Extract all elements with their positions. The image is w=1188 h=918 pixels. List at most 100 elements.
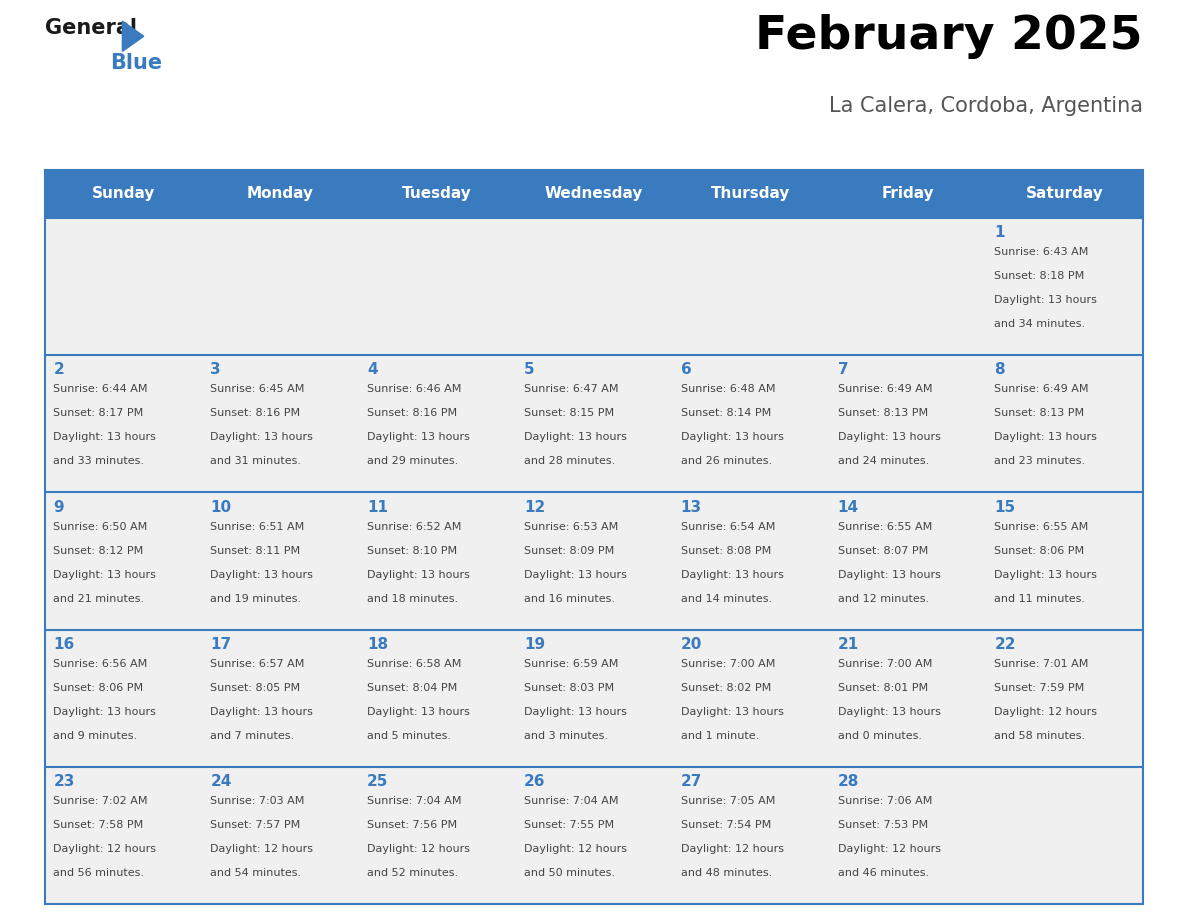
Text: Sunrise: 7:03 AM: Sunrise: 7:03 AM	[210, 796, 304, 806]
Bar	[202, 355, 359, 492]
Text: Sunset: 8:08 PM: Sunset: 8:08 PM	[681, 545, 771, 555]
Text: 14: 14	[838, 499, 859, 515]
Text: 10: 10	[210, 499, 232, 515]
Text: Saturday: Saturday	[1025, 186, 1104, 201]
Text: Sunset: 8:16 PM: Sunset: 8:16 PM	[210, 409, 301, 419]
Text: Sunrise: 6:54 AM: Sunrise: 6:54 AM	[681, 521, 775, 532]
Bar	[672, 630, 829, 767]
Text: Daylight: 13 hours: Daylight: 13 hours	[210, 432, 314, 442]
Text: Sunrise: 6:58 AM: Sunrise: 6:58 AM	[367, 659, 461, 669]
Text: Sunset: 8:14 PM: Sunset: 8:14 PM	[681, 409, 771, 419]
Text: 22: 22	[994, 637, 1016, 652]
Text: and 23 minutes.: and 23 minutes.	[994, 456, 1086, 466]
Text: 6: 6	[681, 363, 691, 377]
Text: and 26 minutes.: and 26 minutes.	[681, 456, 772, 466]
Text: Sunrise: 6:43 AM: Sunrise: 6:43 AM	[994, 247, 1088, 257]
Text: 23: 23	[53, 774, 75, 789]
Text: Sunrise: 6:46 AM: Sunrise: 6:46 AM	[367, 385, 461, 394]
Text: Sunset: 8:05 PM: Sunset: 8:05 PM	[210, 683, 301, 693]
Text: Sunset: 7:58 PM: Sunset: 7:58 PM	[53, 821, 144, 830]
Text: and 21 minutes.: and 21 minutes.	[53, 594, 145, 604]
Text: and 58 minutes.: and 58 minutes.	[994, 731, 1086, 741]
Text: Daylight: 13 hours: Daylight: 13 hours	[838, 707, 941, 717]
Text: Sunrise: 6:57 AM: Sunrise: 6:57 AM	[210, 659, 304, 669]
Text: Daylight: 13 hours: Daylight: 13 hours	[210, 707, 314, 717]
Text: and 1 minute.: and 1 minute.	[681, 731, 759, 741]
Bar	[359, 767, 516, 904]
Text: Sunset: 8:07 PM: Sunset: 8:07 PM	[838, 545, 928, 555]
Text: Sunset: 7:57 PM: Sunset: 7:57 PM	[210, 821, 301, 830]
Text: 4: 4	[367, 363, 378, 377]
Bar	[516, 767, 672, 904]
Bar	[829, 630, 986, 767]
Text: Sunrise: 6:59 AM: Sunrise: 6:59 AM	[524, 659, 618, 669]
Text: Sunset: 7:59 PM: Sunset: 7:59 PM	[994, 683, 1085, 693]
Text: Sunset: 8:01 PM: Sunset: 8:01 PM	[838, 683, 928, 693]
Bar	[516, 355, 672, 492]
Text: 17: 17	[210, 637, 232, 652]
Text: Sunrise: 6:49 AM: Sunrise: 6:49 AM	[838, 385, 933, 394]
Bar	[202, 767, 359, 904]
Text: Daylight: 13 hours: Daylight: 13 hours	[524, 707, 627, 717]
Text: Sunset: 7:53 PM: Sunset: 7:53 PM	[838, 821, 928, 830]
Bar	[986, 767, 1143, 904]
Text: Daylight: 13 hours: Daylight: 13 hours	[53, 707, 157, 717]
Bar	[672, 355, 829, 492]
Text: Sunrise: 7:00 AM: Sunrise: 7:00 AM	[838, 659, 931, 669]
Text: Sunrise: 6:53 AM: Sunrise: 6:53 AM	[524, 521, 618, 532]
Text: and 0 minutes.: and 0 minutes.	[838, 731, 922, 741]
Text: Sunrise: 7:01 AM: Sunrise: 7:01 AM	[994, 659, 1088, 669]
Bar	[45, 170, 1143, 218]
Text: Sunrise: 6:44 AM: Sunrise: 6:44 AM	[53, 385, 148, 394]
Text: February 2025: February 2025	[756, 14, 1143, 59]
Bar	[986, 492, 1143, 630]
Text: Sunrise: 7:06 AM: Sunrise: 7:06 AM	[838, 796, 931, 806]
Text: Sunset: 8:02 PM: Sunset: 8:02 PM	[681, 683, 771, 693]
Text: Sunrise: 6:47 AM: Sunrise: 6:47 AM	[524, 385, 619, 394]
Text: Daylight: 13 hours: Daylight: 13 hours	[367, 432, 470, 442]
Bar	[359, 630, 516, 767]
Text: and 31 minutes.: and 31 minutes.	[210, 456, 302, 466]
Text: 24: 24	[210, 774, 232, 789]
Text: 2: 2	[53, 363, 64, 377]
Bar	[202, 630, 359, 767]
Text: and 50 minutes.: and 50 minutes.	[524, 868, 615, 879]
Text: and 34 minutes.: and 34 minutes.	[994, 319, 1086, 329]
Bar	[829, 355, 986, 492]
Text: Daylight: 12 hours: Daylight: 12 hours	[210, 845, 314, 855]
Text: Daylight: 12 hours: Daylight: 12 hours	[994, 707, 1098, 717]
Text: Sunrise: 7:02 AM: Sunrise: 7:02 AM	[53, 796, 148, 806]
Text: Daylight: 13 hours: Daylight: 13 hours	[994, 569, 1098, 579]
Text: and 9 minutes.: and 9 minutes.	[53, 731, 138, 741]
Bar	[359, 355, 516, 492]
Text: and 24 minutes.: and 24 minutes.	[838, 456, 929, 466]
Bar	[986, 630, 1143, 767]
Bar	[672, 218, 829, 355]
Text: Sunrise: 6:50 AM: Sunrise: 6:50 AM	[53, 521, 147, 532]
Text: Sunset: 8:13 PM: Sunset: 8:13 PM	[838, 409, 928, 419]
Text: Daylight: 13 hours: Daylight: 13 hours	[367, 569, 470, 579]
Text: and 12 minutes.: and 12 minutes.	[838, 594, 929, 604]
Text: Daylight: 12 hours: Daylight: 12 hours	[524, 845, 627, 855]
Text: Thursday: Thursday	[712, 186, 790, 201]
Text: Sunrise: 6:56 AM: Sunrise: 6:56 AM	[53, 659, 147, 669]
Text: Daylight: 13 hours: Daylight: 13 hours	[994, 295, 1098, 305]
Bar	[202, 492, 359, 630]
Bar	[45, 630, 202, 767]
Text: Daylight: 13 hours: Daylight: 13 hours	[838, 569, 941, 579]
Text: Daylight: 13 hours: Daylight: 13 hours	[681, 432, 784, 442]
Text: Daylight: 13 hours: Daylight: 13 hours	[838, 432, 941, 442]
Text: Sunrise: 7:04 AM: Sunrise: 7:04 AM	[367, 796, 462, 806]
Text: and 52 minutes.: and 52 minutes.	[367, 868, 459, 879]
Text: 15: 15	[994, 499, 1016, 515]
Text: 21: 21	[838, 637, 859, 652]
Text: and 33 minutes.: and 33 minutes.	[53, 456, 145, 466]
Text: Sunset: 8:11 PM: Sunset: 8:11 PM	[210, 545, 301, 555]
Text: and 54 minutes.: and 54 minutes.	[210, 868, 302, 879]
Text: and 46 minutes.: and 46 minutes.	[838, 868, 929, 879]
Text: and 19 minutes.: and 19 minutes.	[210, 594, 302, 604]
Text: Sunrise: 6:45 AM: Sunrise: 6:45 AM	[210, 385, 304, 394]
Text: Monday: Monday	[247, 186, 314, 201]
Text: Sunset: 8:12 PM: Sunset: 8:12 PM	[53, 545, 144, 555]
Bar	[986, 355, 1143, 492]
